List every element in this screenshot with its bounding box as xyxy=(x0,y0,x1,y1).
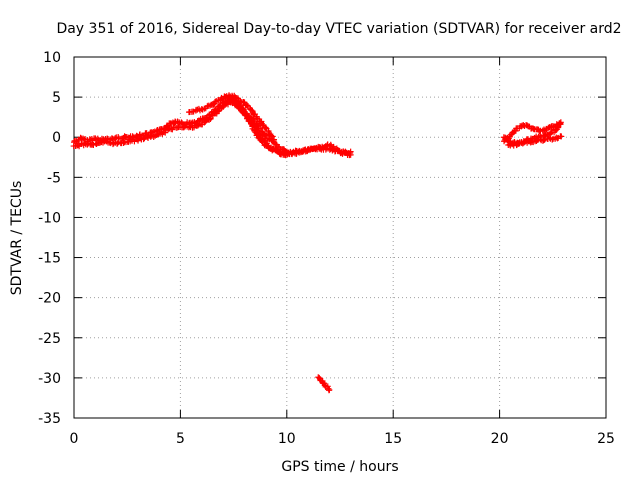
chart-title: Day 351 of 2016, Sidereal Day-to-day VTE… xyxy=(56,21,621,37)
y-tick-label: -20 xyxy=(38,291,61,307)
y-tick-label: -5 xyxy=(47,170,61,186)
data-point xyxy=(500,134,507,141)
data-point xyxy=(326,386,333,393)
data-point xyxy=(254,122,261,129)
data-point xyxy=(347,151,354,158)
data-point xyxy=(258,137,265,144)
axis-ticks: 0 5 10 15 20 25 10 5 0 -5 -10 -15 -20 -25 -30 -35 xyxy=(38,50,615,447)
data-point xyxy=(74,142,81,149)
x-tick-label: 10 xyxy=(278,431,296,447)
data-point xyxy=(103,138,110,145)
x-tick-label: 20 xyxy=(491,431,509,447)
y-axis-label: SDTVAR / TECUs xyxy=(9,181,25,296)
data-point xyxy=(283,148,290,155)
data-point xyxy=(558,133,565,140)
y-tick-label: 10 xyxy=(43,50,61,66)
x-tick-label: 15 xyxy=(384,431,402,447)
data-point xyxy=(235,104,242,111)
x-axis-label: GPS time / hours xyxy=(281,459,398,475)
data-point xyxy=(262,124,269,131)
data-point xyxy=(549,123,556,130)
y-tick-label: 5 xyxy=(52,90,61,106)
y-tick-label: 0 xyxy=(52,130,61,146)
data-point xyxy=(214,108,221,115)
data-point xyxy=(254,131,261,138)
y-tick-label: -10 xyxy=(38,210,61,226)
data-points xyxy=(70,92,565,394)
data-point xyxy=(243,102,250,109)
data-point xyxy=(541,136,548,143)
y-tick-label: -15 xyxy=(38,251,61,267)
x-tick-label: 0 xyxy=(70,431,79,447)
y-tick-label: -30 xyxy=(38,371,61,387)
data-point xyxy=(250,116,257,123)
plot-frame xyxy=(73,56,607,419)
x-tick-label: 5 xyxy=(176,431,185,447)
data-point xyxy=(316,374,323,381)
data-point xyxy=(238,108,245,115)
x-tick-label: 25 xyxy=(597,431,615,447)
data-point xyxy=(195,122,202,129)
grid-lines xyxy=(74,57,606,418)
y-tick-label: -25 xyxy=(38,331,61,347)
y-tick-label: -35 xyxy=(38,411,61,427)
data-point xyxy=(549,136,556,143)
data-point xyxy=(212,98,219,105)
